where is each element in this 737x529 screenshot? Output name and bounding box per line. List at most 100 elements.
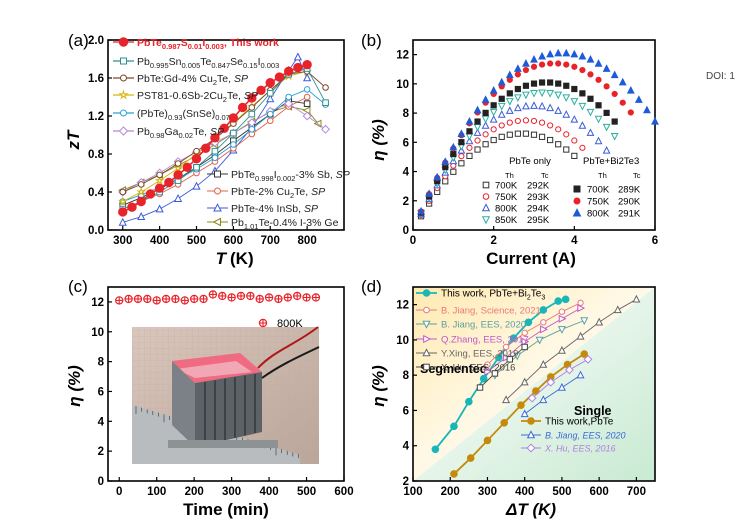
data-point (264, 293, 274, 302)
data-point (303, 100, 311, 107)
data-point (570, 49, 579, 58)
x-axis-label: ΔT (K) (505, 500, 556, 519)
legend-marker (120, 109, 127, 117)
legend-label-part: I (258, 56, 261, 68)
data-point (538, 119, 546, 126)
data-point (246, 291, 255, 301)
data-point (522, 130, 530, 137)
series-a-0 (118, 59, 312, 217)
data-point (505, 98, 514, 106)
legend-header-right-tc: Tc (633, 171, 641, 180)
data-point (465, 397, 473, 406)
data-point (514, 85, 521, 93)
y-tick-label: 10 (396, 335, 409, 347)
data-point (603, 83, 610, 90)
data-point (274, 72, 285, 82)
data-point (580, 317, 589, 326)
data-point (479, 374, 488, 383)
data-point (577, 299, 584, 307)
legend-marker (481, 216, 491, 225)
series-c-0 (115, 290, 321, 305)
legend-label: Pb0.98Ga0.02Te, SP (137, 126, 224, 140)
series-d-8 (527, 354, 593, 403)
data-point (489, 85, 498, 94)
legend-tc: 290K (618, 197, 641, 208)
x-tick-label: 200 (441, 486, 460, 498)
legend-label-part: Pb (137, 56, 150, 68)
legend-marker (423, 306, 430, 314)
legend-marker (118, 89, 129, 100)
data-point (164, 177, 174, 188)
legend-label-part: 0.003 (261, 61, 280, 70)
series-d-7 (520, 370, 585, 418)
data-point (546, 49, 555, 58)
data-point (247, 93, 257, 103)
y-tick-label: 2 (403, 476, 409, 488)
legend-marker (573, 185, 581, 193)
legend-marker (258, 318, 268, 328)
data-point (555, 141, 562, 148)
data-point (236, 291, 246, 301)
data-point (449, 142, 458, 151)
data-point (466, 152, 473, 160)
data-point (482, 109, 489, 116)
legend-th: 700K (587, 185, 610, 196)
legend-marker (120, 74, 127, 82)
panel-a: (a) 300 400 500 600 700 800 0.0 0.4 0.8 1.2 1.6 2.0 T… (64, 31, 350, 268)
data-point (578, 102, 587, 111)
legend-marker (422, 348, 431, 357)
data-point (578, 51, 587, 60)
data-point (230, 129, 237, 137)
data-point (502, 343, 510, 351)
data-point (466, 128, 473, 135)
legend-th: 700K (495, 181, 518, 192)
data-point (481, 121, 490, 129)
data-point (248, 104, 256, 111)
legend-marker (482, 181, 490, 189)
legend-th: 750K (587, 197, 610, 208)
data-point (474, 137, 481, 144)
x-axis-label: Current (A) (486, 249, 576, 268)
legend-title-left: PbTe only (509, 156, 551, 167)
data-point (450, 168, 457, 175)
data-point (133, 294, 143, 304)
data-point (557, 382, 566, 391)
data-point (155, 204, 164, 213)
legend-label-part: 0.003 (205, 42, 224, 51)
axes-frame (107, 286, 345, 482)
data-point (514, 71, 521, 78)
wire-black (261, 346, 320, 379)
data-point (580, 350, 589, 358)
segmented-label: Segmented (420, 362, 487, 376)
data-point (517, 401, 525, 409)
x-tick-label: 500 (187, 235, 206, 247)
data-point (211, 154, 219, 162)
data-point (530, 90, 538, 98)
data-point (490, 126, 497, 133)
data-point (571, 85, 578, 93)
data-point (611, 90, 618, 98)
x-tick-label: 2 (490, 235, 496, 247)
legend-label-part: Te, (193, 126, 210, 138)
legend-label: PbTe0.987S0.01I0.003, This work (137, 37, 279, 51)
legend-marker (482, 193, 490, 200)
data-point (522, 91, 530, 100)
data-point (524, 318, 533, 327)
y-tick-label: 0.8 (88, 149, 105, 161)
data-point (227, 293, 236, 302)
data-point (484, 361, 491, 368)
y-tick-label: 2 (403, 196, 409, 208)
legend-th: 800K (495, 204, 518, 215)
data-point (119, 188, 127, 196)
series-d-1 (484, 299, 584, 368)
legend-label-part: Te-0.4% I-3% Ge (258, 217, 338, 229)
legend-label: PbTe:Gd-4% Cu2Te, SP (137, 73, 248, 87)
data-point (228, 113, 239, 123)
data-point (137, 181, 145, 188)
legend-label: Y.Xing, EES, 2019 (441, 349, 518, 360)
data-point (484, 367, 493, 376)
legend-label: PbTe0.998I0.002-3% Sb, SP (231, 169, 350, 183)
data-point (547, 136, 554, 144)
legend-marker (526, 430, 536, 439)
